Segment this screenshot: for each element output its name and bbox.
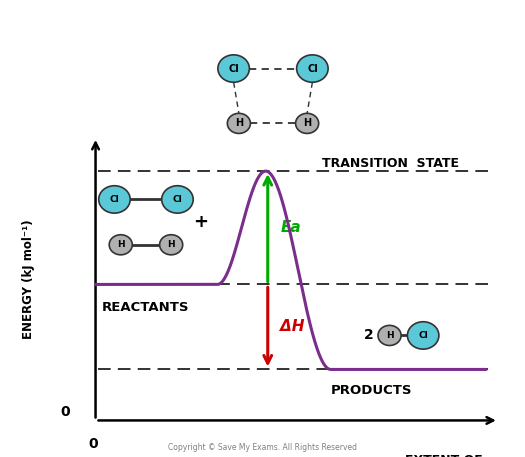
Text: Copyright © Save My Exams. All Rights Reserved: Copyright © Save My Exams. All Rights Re…: [168, 443, 357, 452]
Text: 0: 0: [61, 405, 70, 419]
Text: PRODUCTS: PRODUCTS: [331, 383, 412, 397]
Text: Cl: Cl: [228, 64, 239, 74]
Text: H: H: [117, 240, 124, 249]
Text: Cl: Cl: [307, 64, 318, 74]
Text: Cl: Cl: [418, 331, 428, 340]
Text: H: H: [167, 240, 175, 249]
Text: H: H: [386, 331, 393, 340]
Text: ΔH: ΔH: [280, 319, 305, 335]
Text: EXTENT OF
REACTION: EXTENT OF REACTION: [405, 454, 483, 457]
Text: 0: 0: [89, 437, 98, 452]
Text: 2: 2: [364, 329, 373, 342]
Text: ENERGY (kJ mol⁻¹): ENERGY (kJ mol⁻¹): [22, 219, 35, 339]
Text: +: +: [194, 213, 208, 231]
Text: Cl: Cl: [110, 195, 119, 204]
Text: REACTANTS: REACTANTS: [102, 302, 190, 314]
Text: H: H: [235, 118, 243, 128]
Text: H: H: [303, 118, 311, 128]
Text: Cl: Cl: [173, 195, 182, 204]
Text: TRANSITION  STATE: TRANSITION STATE: [322, 157, 459, 170]
Text: Ea: Ea: [280, 220, 301, 235]
